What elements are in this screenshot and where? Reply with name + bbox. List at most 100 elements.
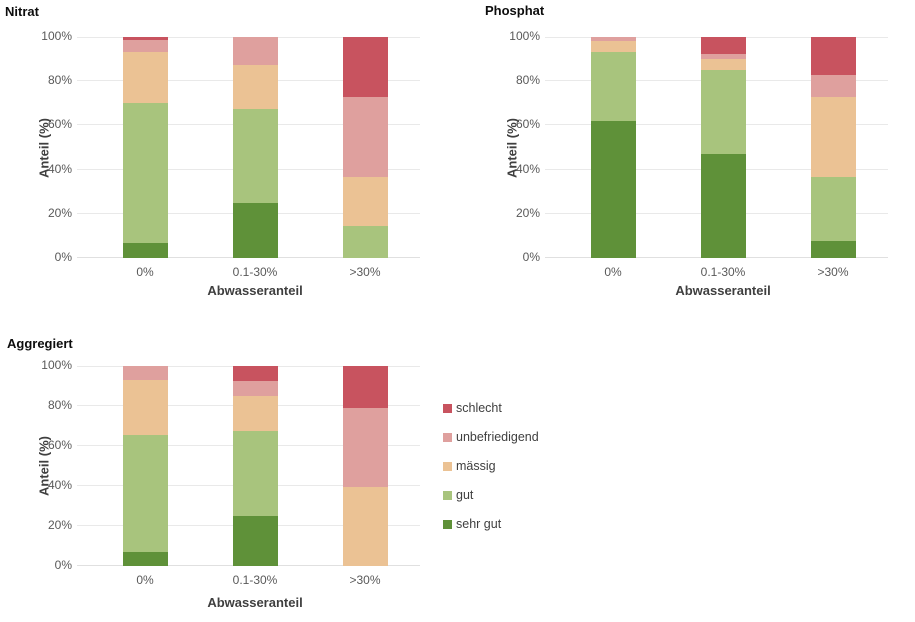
segment-sehr-gut xyxy=(810,241,856,258)
y-tick-label: 60% xyxy=(47,117,72,132)
segment-mässig xyxy=(700,59,746,71)
segment-unbefriedigend xyxy=(122,40,168,53)
legend-swatch-icon xyxy=(443,490,452,500)
segment-schlecht xyxy=(342,366,388,408)
segment-unbefriedigend xyxy=(810,74,856,97)
segment-mässig xyxy=(342,487,388,566)
y-tick-label: 40% xyxy=(515,161,540,176)
segment-unbefriedigend xyxy=(122,366,168,380)
segment-gut xyxy=(342,225,388,258)
bar-0.1-30% xyxy=(232,366,278,566)
segment-gut xyxy=(232,108,278,203)
legend-label: unbefriedigend xyxy=(456,430,539,444)
segment-gut xyxy=(590,52,636,121)
segment-sehr-gut xyxy=(232,516,278,566)
bar-0.1-30% xyxy=(700,37,746,258)
plot-area: 0% 20% 40% 60% 80% 100% 0% 0.1-30% >30% xyxy=(41,29,420,279)
chart-aggregiert: Aggregiert Anteil (%) 0% 20% 40% 60% 80% 100%… xyxy=(0,330,455,622)
y-tick-label: 0% xyxy=(54,558,72,572)
segment-schlecht xyxy=(122,37,168,41)
segment-sehr-gut xyxy=(700,154,746,258)
y-tick-label: 80% xyxy=(47,398,72,412)
x-tick-label: 0% xyxy=(604,265,622,279)
segment-sehr-gut xyxy=(590,120,636,258)
segment-sehr-gut xyxy=(122,242,168,258)
y-tick-label: 60% xyxy=(47,438,72,452)
segment-unbefriedigend xyxy=(590,37,636,42)
legend-swatch-icon xyxy=(443,432,452,442)
y-tick-label: 80% xyxy=(47,73,72,88)
bar->30% xyxy=(342,366,388,566)
bar->30% xyxy=(810,37,856,258)
legend-item-sehr-gut: sehr gut xyxy=(443,515,539,533)
chart-title: Aggregiert xyxy=(7,336,73,351)
legend-item-schlecht: schlecht xyxy=(443,399,539,417)
bar-0% xyxy=(590,37,636,258)
legend-label: mässig xyxy=(456,459,496,473)
y-tick-label: 100% xyxy=(41,358,72,372)
x-tick-label: 0% xyxy=(136,265,154,279)
legend-item-gut: gut xyxy=(443,486,539,504)
y-tick-label: 20% xyxy=(515,205,540,220)
plot-area: 0% 20% 40% 60% 80% 100% 0% 0.1-30% >30% xyxy=(509,29,888,279)
y-tick-label: 40% xyxy=(47,478,72,492)
legend-label: schlecht xyxy=(456,401,502,415)
segment-gut xyxy=(122,103,168,243)
segment-schlecht xyxy=(342,37,388,97)
segment-unbefriedigend xyxy=(342,96,388,178)
segment-unbefriedigend xyxy=(232,37,278,65)
y-tick-label: 0% xyxy=(522,250,540,264)
x-tick-label: 0% xyxy=(136,573,154,587)
bar-0% xyxy=(122,366,168,566)
segment-gut xyxy=(122,435,168,552)
bar->30% xyxy=(342,37,388,258)
segment-mässig xyxy=(232,396,278,431)
x-axis-title: Abwasseranteil xyxy=(207,283,303,298)
x-tick-label: >30% xyxy=(349,573,381,587)
segment-gut xyxy=(810,177,856,242)
legend-swatch-icon xyxy=(443,519,452,529)
segment-mässig xyxy=(810,96,856,178)
plot-area: 0% 20% 40% 60% 80% 100% 0% 0.1-30% >30% xyxy=(41,358,420,587)
legend-swatch-icon xyxy=(443,403,452,413)
segment-mässig xyxy=(122,380,168,435)
segment-mässig xyxy=(590,41,636,53)
y-tick-label: 0% xyxy=(54,250,72,264)
chart-title: Phosphat xyxy=(485,3,545,18)
segment-schlecht xyxy=(232,366,278,381)
segment-gut xyxy=(232,431,278,516)
y-tick-label: 20% xyxy=(47,518,72,532)
bar-0% xyxy=(122,37,168,258)
segment-unbefriedigend xyxy=(700,53,746,60)
chart-title: Nitrat xyxy=(5,4,39,19)
segment-sehr-gut xyxy=(122,552,168,566)
x-tick-label: 0.1-30% xyxy=(232,265,278,279)
segment-unbefriedigend xyxy=(232,381,278,396)
x-tick-label: >30% xyxy=(817,265,849,279)
segment-schlecht xyxy=(700,37,746,54)
segment-sehr-gut xyxy=(232,202,278,258)
legend: schlecht unbefriedigend mässig gut sehr … xyxy=(443,399,539,544)
legend-label: gut xyxy=(456,488,474,502)
segment-unbefriedigend xyxy=(342,408,388,487)
y-tick-label: 100% xyxy=(41,29,72,43)
segment-mässig xyxy=(232,64,278,109)
legend-swatch-icon xyxy=(443,461,452,471)
x-tick-label: >30% xyxy=(349,265,381,279)
x-tick-label: 0.1-30% xyxy=(700,265,746,279)
legend-label: sehr gut xyxy=(456,517,502,531)
chart-phosphat: Phosphat Anteil (%) 0% 20% 40% 60% 80% 100% 0%… xyxy=(455,0,915,310)
segment-mässig xyxy=(342,177,388,226)
legend-item-maessig: mässig xyxy=(443,457,539,475)
x-tick-label: 0.1-30% xyxy=(232,573,278,587)
y-tick-label: 80% xyxy=(515,73,540,88)
segment-schlecht xyxy=(810,37,856,75)
x-axis-title: Abwasseranteil xyxy=(207,595,303,610)
chart-nitrat: Nitrat Anteil (%) 0% 20% 40% 60% 80% 100% 0% 0.… xyxy=(0,0,455,310)
y-tick-label: 60% xyxy=(515,117,540,132)
y-tick-label: 40% xyxy=(47,161,72,176)
legend-item-unbefriedigend: unbefriedigend xyxy=(443,428,539,446)
segment-gut xyxy=(700,70,746,155)
y-tick-label: 100% xyxy=(509,29,540,43)
